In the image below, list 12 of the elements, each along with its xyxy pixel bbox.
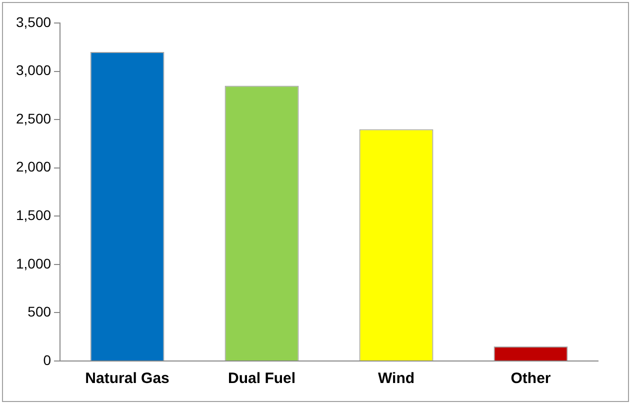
y-tick-label: 2,000	[16, 158, 52, 175]
y-tick-label: 3,500	[16, 14, 52, 30]
y-tick-label: 0	[43, 352, 52, 368]
y-tick-label: 3,000	[16, 62, 52, 78]
x-tick-label: Natural Gas	[85, 370, 170, 388]
y-tick-label: 1,000	[16, 255, 52, 272]
y-tick-label: 2,500	[16, 110, 52, 126]
y-tick-label: 1,500	[16, 207, 52, 223]
x-tick-label: Dual Fuel	[228, 370, 296, 388]
x-tick-label: Wind	[378, 370, 415, 388]
x-tick-label: Other	[510, 370, 551, 388]
y-tick-label: 500	[28, 304, 52, 320]
